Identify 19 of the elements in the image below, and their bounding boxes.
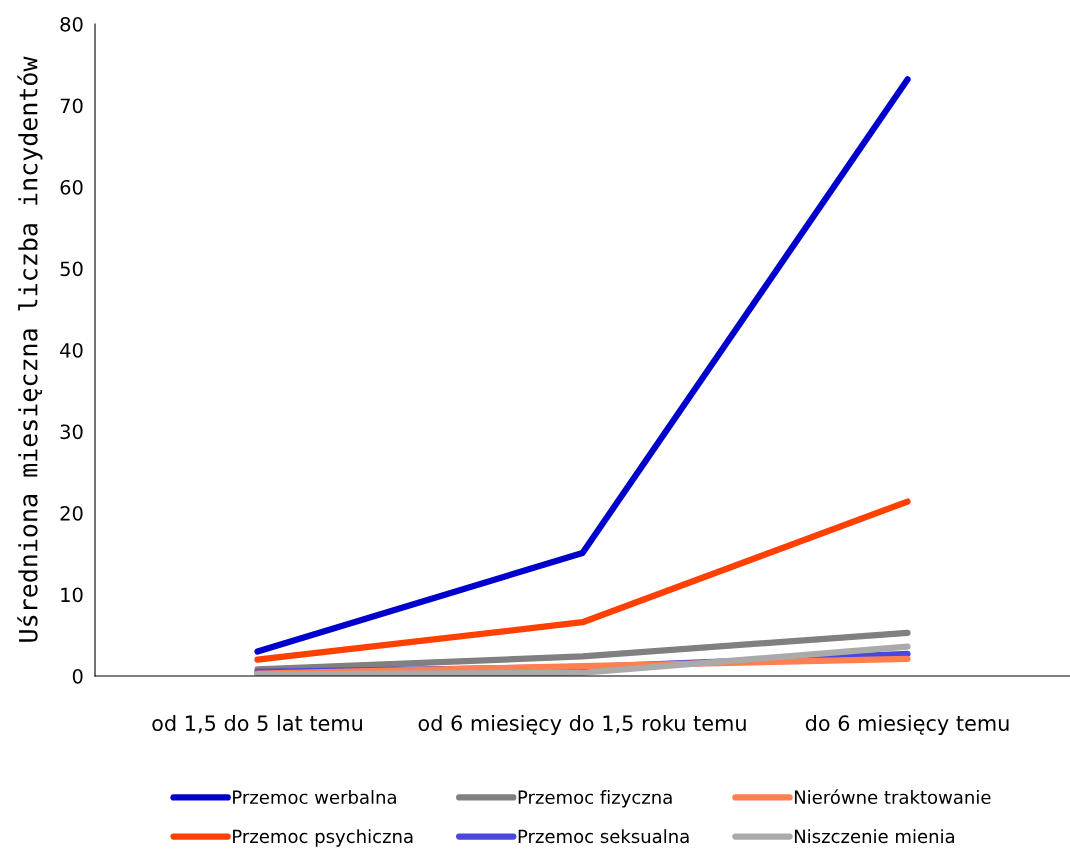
y-tick-label: 60 xyxy=(60,179,83,195)
y-tick-label: 0 xyxy=(72,668,83,684)
x-tick-label: od 1,5 do 5 lat temu xyxy=(152,714,362,734)
y-tick-label: 50 xyxy=(60,261,83,277)
legend-label: Przemoc psychiczna xyxy=(233,829,413,847)
legend-label: Przemoc werbalna xyxy=(233,790,396,805)
y-tick-label: 40 xyxy=(60,342,83,358)
legend-label: Przemoc seksualna xyxy=(518,829,689,844)
y-tick-label: 20 xyxy=(60,505,83,521)
legend-label: Niszczenie mienia xyxy=(794,829,954,844)
y-tick-label: 10 xyxy=(61,587,83,603)
legend-label: Nierówne traktowanie xyxy=(794,789,991,805)
y-tick-label: 30 xyxy=(60,424,83,440)
y-tick-label: 70 xyxy=(60,98,83,114)
y-axis-title: Uśredniona miesięczna liczba incydentów xyxy=(17,56,43,642)
x-tick-label: od 6 miesięcy do 1,5 roku temu xyxy=(418,714,746,736)
x-tick-label: do 6 miesięcy temu xyxy=(805,714,1009,736)
legend-label: Przemoc fizyczna xyxy=(518,790,672,808)
y-tick-label: 80 xyxy=(60,16,83,32)
